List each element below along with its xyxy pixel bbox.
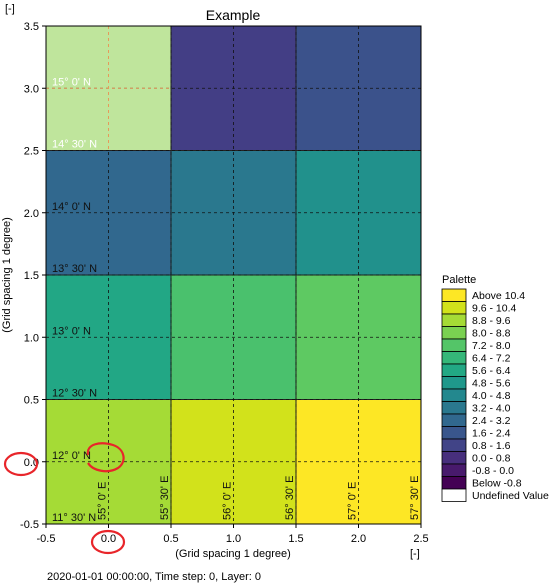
legend-swatch-16 — [441, 488, 467, 502]
longitude-labels: 55° 0' E 55° 30' E 56° 0' E 56° 30' E 57° 0'… — [97, 476, 422, 520]
palette-legend: Palette Above 10.49.6 - 10.48.8 - 9.68.0… — [441, 274, 549, 502]
legend-swatch-9 — [441, 401, 467, 415]
y-tick-label-2: 0.5 — [24, 395, 39, 407]
lon-label-4: 57° 0' E — [347, 482, 359, 520]
x-tick-label-1: 0.0 — [101, 533, 116, 545]
legend-swatch-3 — [441, 326, 467, 340]
legend-label-16: Undefined Value — [472, 490, 549, 502]
legend-swatch-6 — [441, 363, 467, 377]
y-axis-ticks: -0.50.00.51.01.52.02.53.03.5 — [20, 21, 46, 531]
y-tick-label-3: 1.0 — [24, 332, 39, 344]
lat-label-6: 12° 0' N — [52, 450, 91, 462]
legend-swatch-14 — [441, 463, 467, 477]
x-tick-label-5: 2.0 — [351, 533, 366, 545]
lat-label-3: 13° 30' N — [52, 263, 97, 275]
legend-label-2: 8.8 - 9.6 — [472, 315, 511, 327]
x-tick-label-6: 2.5 — [413, 533, 428, 545]
x-axis-title: (Grid spacing 1 degree) — [175, 548, 291, 560]
y-tick-label-8: 3.5 — [24, 21, 39, 33]
x-tick-label-2: 0.5 — [163, 533, 178, 545]
lat-label-7: 11° 30' N — [52, 512, 96, 524]
x-tick-label-4: 1.5 — [288, 533, 303, 545]
y-tick-label-4: 1.5 — [24, 270, 39, 282]
lat-label-4: 13° 0' N — [52, 325, 91, 337]
legend-label-13: 0.0 - 0.8 — [472, 453, 511, 465]
legend-label-4: 7.2 - 8.0 — [472, 340, 511, 352]
y-tick-label-5: 2.0 — [24, 208, 39, 220]
legend-label-15: Below -0.8 — [472, 478, 522, 490]
lat-label-5: 12° 30' N — [52, 388, 97, 400]
x-axis-ticks: -0.5 0.0 0.5 1.0 1.5 2.0 2.5 — [37, 524, 429, 545]
x-unit-label: [-] — [410, 548, 420, 560]
hand-drawn-annotations — [3, 442, 126, 555]
legend-swatch-0 — [441, 288, 467, 302]
legend-label-10: 2.4 - 3.2 — [472, 415, 511, 427]
chart-title: Example — [206, 7, 261, 23]
legend-swatch-11 — [441, 426, 467, 440]
legend-swatch-8 — [441, 388, 467, 402]
lon-label-3: 56° 30' E — [284, 476, 296, 520]
legend-swatch-1 — [441, 301, 467, 315]
legend-swatch-7 — [441, 376, 467, 390]
legend-label-8: 4.0 - 4.8 — [472, 390, 511, 402]
y-unit-label: [-] — [5, 3, 15, 15]
legend-swatch-5 — [441, 351, 467, 365]
x-tick-label-3: 1.0 — [226, 533, 241, 545]
lon-label-5: 57° 30' E — [409, 476, 421, 520]
legend-label-7: 4.8 - 5.6 — [472, 378, 511, 390]
latitude-labels: 15° 0' N 14° 30' N 14° 0' N 13° 30' N 13° 0'… — [52, 76, 97, 524]
annotation-circle-point — [86, 442, 125, 473]
legend-label-9: 3.2 - 4.0 — [472, 403, 511, 415]
status-text: 2020-01-01 00:00:00, Time step: 0, Layer… — [47, 571, 261, 583]
legend-swatch-13 — [441, 451, 467, 465]
lon-label-1: 55° 30' E — [159, 476, 171, 520]
legend-label-14: -0.8 - 0.0 — [472, 465, 514, 477]
legend-label-0: Above 10.4 — [472, 290, 525, 302]
legend-swatch-10 — [441, 413, 467, 427]
y-axis-title: (Grid spacing 1 degree) — [1, 217, 13, 333]
legend-swatch-4 — [441, 338, 467, 352]
lon-label-0: 55° 0' E — [97, 482, 109, 520]
y-tick-label-6: 2.5 — [24, 146, 39, 158]
legend-label-3: 8.0 - 8.8 — [472, 328, 511, 340]
legend-swatch-12 — [441, 438, 467, 452]
legend-label-11: 1.6 - 2.4 — [472, 428, 511, 440]
legend-title: Palette — [442, 274, 476, 286]
legend-swatch-2 — [441, 313, 467, 327]
legend-label-12: 0.8 - 1.6 — [472, 440, 511, 452]
legend-label-1: 9.6 - 10.4 — [472, 303, 517, 315]
y-tick-label-7: 3.0 — [24, 83, 39, 95]
legend-label-5: 6.4 - 7.2 — [472, 353, 511, 365]
legend-entries: Above 10.49.6 - 10.48.8 - 9.68.0 - 8.87.… — [441, 288, 549, 502]
legend-swatch-15 — [441, 476, 467, 490]
lat-label-1: 14° 30' N — [52, 139, 97, 151]
x-tick-label-0: -0.5 — [37, 533, 56, 545]
y-tick-label-0: -0.5 — [20, 519, 39, 531]
lon-label-2: 56° 0' E — [222, 482, 234, 520]
legend-label-6: 5.6 - 6.4 — [472, 365, 511, 377]
annotation-circle-y-zero — [3, 451, 39, 477]
annotation-circle-x-zero — [90, 529, 126, 555]
lat-label-2: 14° 0' N — [52, 201, 91, 213]
lat-label-0: 15° 0' N — [52, 76, 91, 88]
